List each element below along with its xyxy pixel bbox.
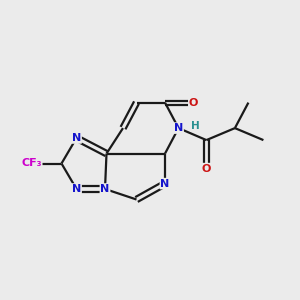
Text: N: N — [100, 184, 109, 194]
Text: H: H — [190, 121, 200, 131]
Text: N: N — [72, 184, 81, 194]
Text: CF₃: CF₃ — [21, 158, 42, 169]
Text: N: N — [72, 133, 81, 143]
Text: N: N — [160, 178, 169, 189]
Text: O: O — [202, 164, 211, 174]
Text: O: O — [189, 98, 198, 108]
Text: N: N — [174, 123, 183, 133]
